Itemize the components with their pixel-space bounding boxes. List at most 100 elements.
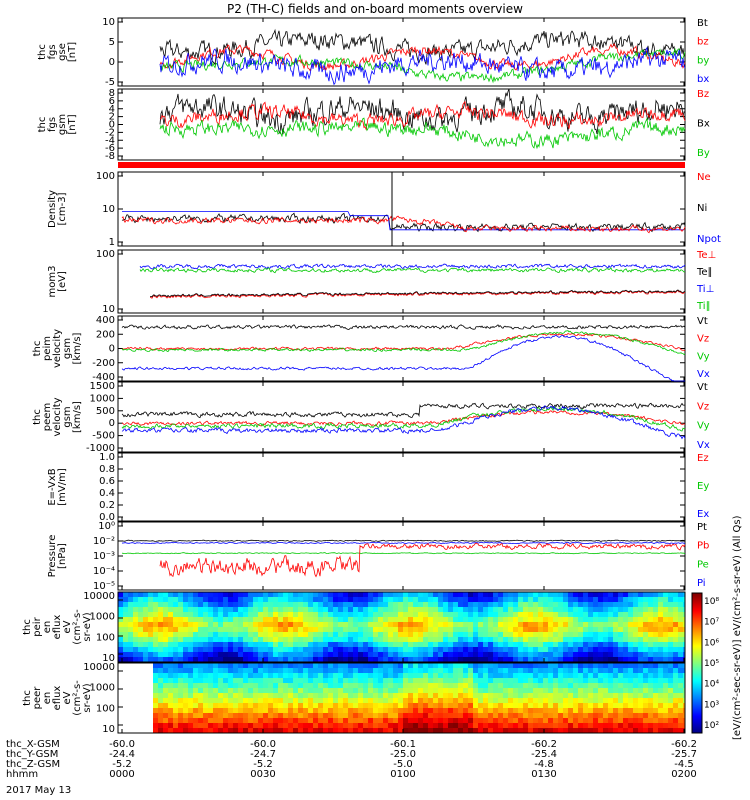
- spectrogram-cell: [658, 617, 663, 622]
- spectrogram-cell: [148, 657, 153, 662]
- spectrogram-cell: [528, 668, 533, 673]
- spectrogram-cell: [298, 607, 303, 612]
- spectrogram-cell: [328, 713, 333, 718]
- spectrogram-cell: [563, 612, 568, 617]
- spectrogram-cell: [328, 688, 333, 693]
- spectrogram-cell: [648, 693, 653, 698]
- spectrogram-cell: [258, 652, 263, 657]
- xaxis-value: -24.4: [109, 749, 135, 760]
- spectrogram-cell: [383, 678, 388, 683]
- spectrogram-cell: [638, 652, 643, 657]
- spectrogram-cell: [168, 602, 173, 607]
- spectrogram-cell: [393, 713, 398, 718]
- spectrogram-cell: [168, 703, 173, 708]
- spectrogram-cell: [608, 698, 613, 703]
- spectrogram-cell: [393, 693, 398, 698]
- spectrogram-cell: [528, 688, 533, 693]
- spectrogram-cell: [188, 592, 193, 597]
- spectrogram-cell: [578, 703, 583, 708]
- spectrogram-cell: [618, 673, 623, 678]
- colorbar-cell: [692, 706, 702, 707]
- spectrogram-cell: [188, 698, 193, 703]
- spectrogram-cell: [563, 602, 568, 607]
- spectrogram-cell: [413, 612, 418, 617]
- spectrogram-cell: [678, 642, 683, 647]
- spectrogram-cell: [468, 627, 473, 632]
- spectrogram-cell: [478, 713, 483, 718]
- spectrogram-cell: [603, 683, 608, 688]
- spectrogram-cell: [288, 642, 293, 647]
- spectrogram-cell: [668, 708, 673, 713]
- spectrogram-cell: [523, 698, 528, 703]
- legend-peim-vel-Vx: Vx: [697, 369, 710, 380]
- spectrogram-cell: [453, 708, 458, 713]
- spectrogram-cell: [633, 688, 638, 693]
- spectrogram-cell: [528, 637, 533, 642]
- spectrogram-cell: [243, 678, 248, 683]
- spectrogram-cell: [628, 673, 633, 678]
- spectrogram-cell: [458, 637, 463, 642]
- spectrogram-cell: [533, 673, 538, 678]
- spectrogram-cell: [573, 678, 578, 683]
- spectrogram-cell: [593, 683, 598, 688]
- spectrogram-cell: [388, 597, 393, 602]
- spectrogram-cell: [248, 602, 253, 607]
- spectrogram-cell: [473, 627, 478, 632]
- spectrogram-cell: [348, 602, 353, 607]
- colorbar-cell: [692, 690, 702, 691]
- spectrogram-cell: [678, 678, 683, 683]
- spectrogram-cell: [258, 607, 263, 612]
- spectrogram-cell: [633, 673, 638, 678]
- spectrogram-cell: [253, 678, 258, 683]
- spectrogram-cell: [333, 637, 338, 642]
- spectrogram-cell: [233, 642, 238, 647]
- spectrogram-cell: [283, 657, 288, 662]
- spectrogram-cell: [643, 728, 648, 733]
- spectrogram-cell: [428, 708, 433, 713]
- spectrogram-cell: [363, 708, 368, 713]
- spectrogram-cell: [153, 673, 158, 678]
- spectrogram-cell: [438, 642, 443, 647]
- spectrogram-cell: [278, 652, 283, 657]
- spectrogram-cell: [518, 708, 523, 713]
- spectrogram-cell: [523, 592, 528, 597]
- spectrogram-cell: [598, 607, 603, 612]
- spectrogram-cell: [203, 718, 208, 723]
- colorbar-cell: [692, 727, 702, 728]
- spectrogram-cell: [393, 622, 398, 627]
- spectrogram-cell: [608, 688, 613, 693]
- spectrogram-cell: [358, 657, 363, 662]
- spectrogram-cell: [213, 698, 218, 703]
- spectrogram-cell: [528, 708, 533, 713]
- spectrogram-cell: [423, 627, 428, 632]
- spectrogram-cell: [453, 693, 458, 698]
- spectrogram-cell: [388, 708, 393, 713]
- spectrogram-cell: [408, 723, 413, 728]
- spectrogram-cell: [473, 647, 478, 652]
- colorbar-cell: [692, 613, 702, 614]
- spectrogram-cell: [183, 673, 188, 678]
- spectrogram-cell: [228, 622, 233, 627]
- spectrogram-cell: [488, 652, 493, 657]
- spectrogram-cell: [323, 602, 328, 607]
- spectrogram-cell: [243, 673, 248, 678]
- series-Ne: [121, 215, 686, 234]
- spectrogram-cell: [213, 708, 218, 713]
- spectrogram-cell: [153, 627, 158, 632]
- spectrogram-cell: [593, 678, 598, 683]
- spectrogram-cell: [648, 703, 653, 708]
- spectrogram-cell: [648, 627, 653, 632]
- spectrogram-cell: [358, 688, 363, 693]
- spectrogram-cell: [338, 622, 343, 627]
- spectrogram-cell: [428, 657, 433, 662]
- spectrogram-cell: [198, 668, 203, 673]
- spectrogram-cell: [383, 713, 388, 718]
- xaxis-value: -60.0: [250, 739, 276, 750]
- spectrogram-cell: [478, 652, 483, 657]
- spectrogram-cell: [298, 617, 303, 622]
- spectrogram-cell: [423, 723, 428, 728]
- spectrogram-cell: [148, 617, 153, 622]
- spectrogram-cell: [128, 657, 133, 662]
- spectrogram-cell: [653, 637, 658, 642]
- spectrogram-cell: [463, 612, 468, 617]
